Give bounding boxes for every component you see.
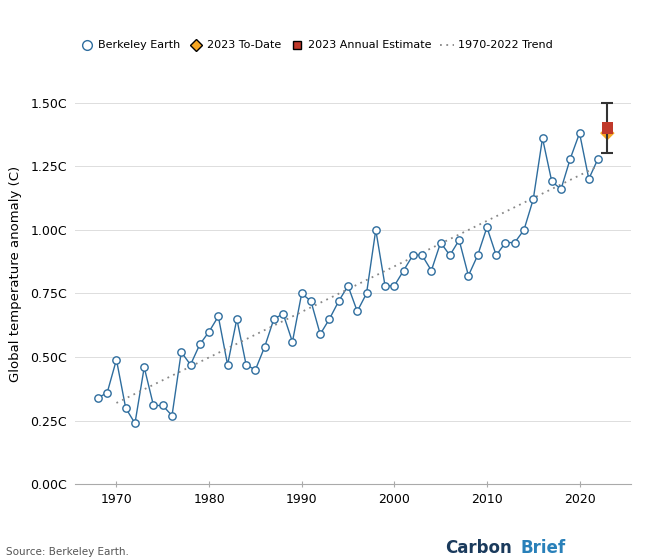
Point xyxy=(333,297,344,306)
Point xyxy=(278,309,289,318)
Point xyxy=(176,348,187,357)
Point xyxy=(602,129,612,138)
Point xyxy=(575,129,585,138)
Point xyxy=(361,289,372,298)
Point xyxy=(519,225,529,234)
Point xyxy=(102,388,112,397)
Point xyxy=(231,315,242,324)
Point xyxy=(445,251,455,260)
Point xyxy=(473,251,483,260)
Point xyxy=(417,251,427,260)
Point xyxy=(389,281,400,290)
Text: Carbon: Carbon xyxy=(445,539,512,557)
Point xyxy=(185,360,196,369)
Point xyxy=(157,401,168,410)
Point xyxy=(324,315,335,324)
Point xyxy=(241,360,252,369)
Point xyxy=(204,327,214,336)
Point xyxy=(380,281,390,290)
Point xyxy=(593,154,603,163)
Point xyxy=(584,175,594,184)
Point xyxy=(547,177,557,186)
Point xyxy=(454,236,464,245)
Point xyxy=(250,365,261,374)
Point xyxy=(268,315,279,324)
Point xyxy=(370,225,381,234)
Point xyxy=(148,401,159,410)
Point xyxy=(528,195,538,204)
Point xyxy=(194,340,205,349)
Point xyxy=(491,251,501,260)
Point xyxy=(315,330,326,339)
Point xyxy=(222,360,233,369)
Point xyxy=(556,185,566,194)
Point xyxy=(93,393,103,402)
Point xyxy=(120,404,131,413)
Point xyxy=(167,411,177,420)
Point xyxy=(213,312,224,321)
Point xyxy=(602,124,612,133)
Point xyxy=(426,266,437,275)
Point xyxy=(296,289,307,298)
Point xyxy=(538,134,548,143)
Point xyxy=(139,363,150,372)
Point xyxy=(352,307,363,316)
Point xyxy=(130,419,140,428)
Text: Brief: Brief xyxy=(520,539,565,557)
Point xyxy=(500,238,511,247)
Point xyxy=(482,223,492,232)
Point xyxy=(259,343,270,352)
Point xyxy=(510,238,520,247)
Point xyxy=(343,281,353,290)
Point xyxy=(111,355,122,364)
Text: Source: Berkeley Earth.: Source: Berkeley Earth. xyxy=(6,547,129,557)
Y-axis label: Global temperature anomaly (C): Global temperature anomaly (C) xyxy=(9,166,22,382)
Point xyxy=(436,238,446,247)
Point xyxy=(287,337,298,346)
Point xyxy=(408,251,418,260)
Point xyxy=(398,266,409,275)
Point xyxy=(306,297,316,306)
Point xyxy=(565,154,575,163)
Legend: Berkeley Earth, 2023 To-Date, 2023 Annual Estimate, 1970-2022 Trend: Berkeley Earth, 2023 To-Date, 2023 Annua… xyxy=(81,40,553,50)
Point xyxy=(463,271,474,280)
